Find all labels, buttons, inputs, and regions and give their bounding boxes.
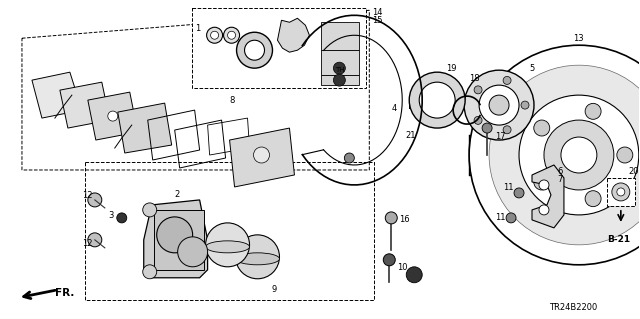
Circle shape: [116, 213, 127, 223]
Polygon shape: [278, 18, 309, 52]
Circle shape: [474, 86, 482, 94]
Text: 4: 4: [391, 104, 397, 113]
Text: 12: 12: [82, 239, 92, 249]
Circle shape: [157, 217, 193, 253]
Circle shape: [489, 95, 509, 115]
Polygon shape: [144, 200, 207, 278]
Polygon shape: [118, 103, 172, 153]
Circle shape: [88, 193, 102, 207]
Circle shape: [205, 223, 250, 267]
Circle shape: [236, 235, 280, 279]
Bar: [191, 8, 366, 88]
Text: 10: 10: [397, 263, 408, 272]
Bar: [321, 50, 359, 75]
Text: 19: 19: [446, 64, 457, 73]
Polygon shape: [32, 72, 82, 118]
Circle shape: [561, 137, 597, 173]
Text: 9: 9: [271, 285, 276, 294]
Text: 12: 12: [82, 191, 92, 200]
Circle shape: [585, 103, 601, 119]
Circle shape: [479, 85, 519, 125]
Text: B-21: B-21: [607, 235, 630, 244]
Text: TR24B2200: TR24B2200: [549, 303, 597, 312]
Bar: [154, 210, 204, 270]
Text: 6: 6: [557, 167, 563, 176]
Circle shape: [503, 77, 511, 85]
Circle shape: [617, 188, 625, 196]
Circle shape: [244, 40, 264, 60]
Circle shape: [506, 213, 516, 223]
Circle shape: [211, 31, 219, 39]
Circle shape: [489, 65, 640, 245]
Bar: [607, 178, 635, 206]
Polygon shape: [22, 10, 369, 170]
Text: FR.: FR.: [55, 288, 74, 298]
Circle shape: [544, 120, 614, 190]
Text: 8: 8: [230, 96, 235, 105]
Circle shape: [344, 153, 355, 163]
Text: 18: 18: [469, 74, 480, 83]
Bar: [321, 22, 359, 50]
Circle shape: [228, 31, 236, 39]
Ellipse shape: [205, 241, 250, 253]
Text: 21: 21: [405, 130, 416, 139]
Circle shape: [333, 74, 346, 86]
Text: 13: 13: [573, 34, 584, 43]
Text: 1: 1: [195, 24, 200, 33]
Text: 11: 11: [495, 213, 506, 222]
Text: 20: 20: [629, 167, 639, 176]
Text: 14: 14: [372, 8, 383, 17]
Circle shape: [223, 27, 239, 43]
Circle shape: [539, 180, 549, 190]
Circle shape: [333, 62, 346, 74]
Polygon shape: [88, 92, 138, 140]
Circle shape: [534, 174, 550, 190]
Text: 7: 7: [557, 175, 563, 184]
Text: 15: 15: [372, 16, 383, 25]
Circle shape: [383, 254, 396, 266]
Circle shape: [143, 265, 157, 279]
Text: 2: 2: [175, 190, 180, 199]
Text: 5: 5: [529, 64, 534, 73]
Polygon shape: [230, 128, 294, 187]
Circle shape: [237, 32, 273, 68]
Circle shape: [253, 147, 269, 163]
Circle shape: [207, 27, 223, 43]
Circle shape: [409, 72, 465, 128]
Circle shape: [521, 101, 529, 109]
Circle shape: [585, 191, 601, 207]
Circle shape: [469, 45, 640, 265]
Circle shape: [474, 116, 482, 124]
Text: 17: 17: [495, 131, 506, 141]
Polygon shape: [532, 165, 564, 228]
Text: 16: 16: [399, 215, 410, 224]
Circle shape: [406, 267, 422, 283]
Circle shape: [482, 123, 492, 133]
Circle shape: [178, 237, 207, 267]
Text: 3: 3: [108, 211, 113, 220]
Polygon shape: [60, 82, 110, 128]
Circle shape: [143, 203, 157, 217]
Bar: [321, 75, 359, 85]
Circle shape: [617, 147, 633, 163]
Circle shape: [385, 212, 397, 224]
Circle shape: [108, 111, 118, 121]
Circle shape: [539, 205, 549, 215]
Circle shape: [519, 95, 639, 215]
Circle shape: [503, 126, 511, 134]
Ellipse shape: [236, 253, 280, 265]
Circle shape: [514, 188, 524, 198]
Text: 11: 11: [503, 183, 513, 192]
Circle shape: [419, 82, 455, 118]
Circle shape: [612, 183, 630, 201]
Circle shape: [88, 233, 102, 247]
Circle shape: [464, 70, 534, 140]
Text: TH: TH: [335, 67, 344, 73]
Circle shape: [534, 120, 550, 136]
